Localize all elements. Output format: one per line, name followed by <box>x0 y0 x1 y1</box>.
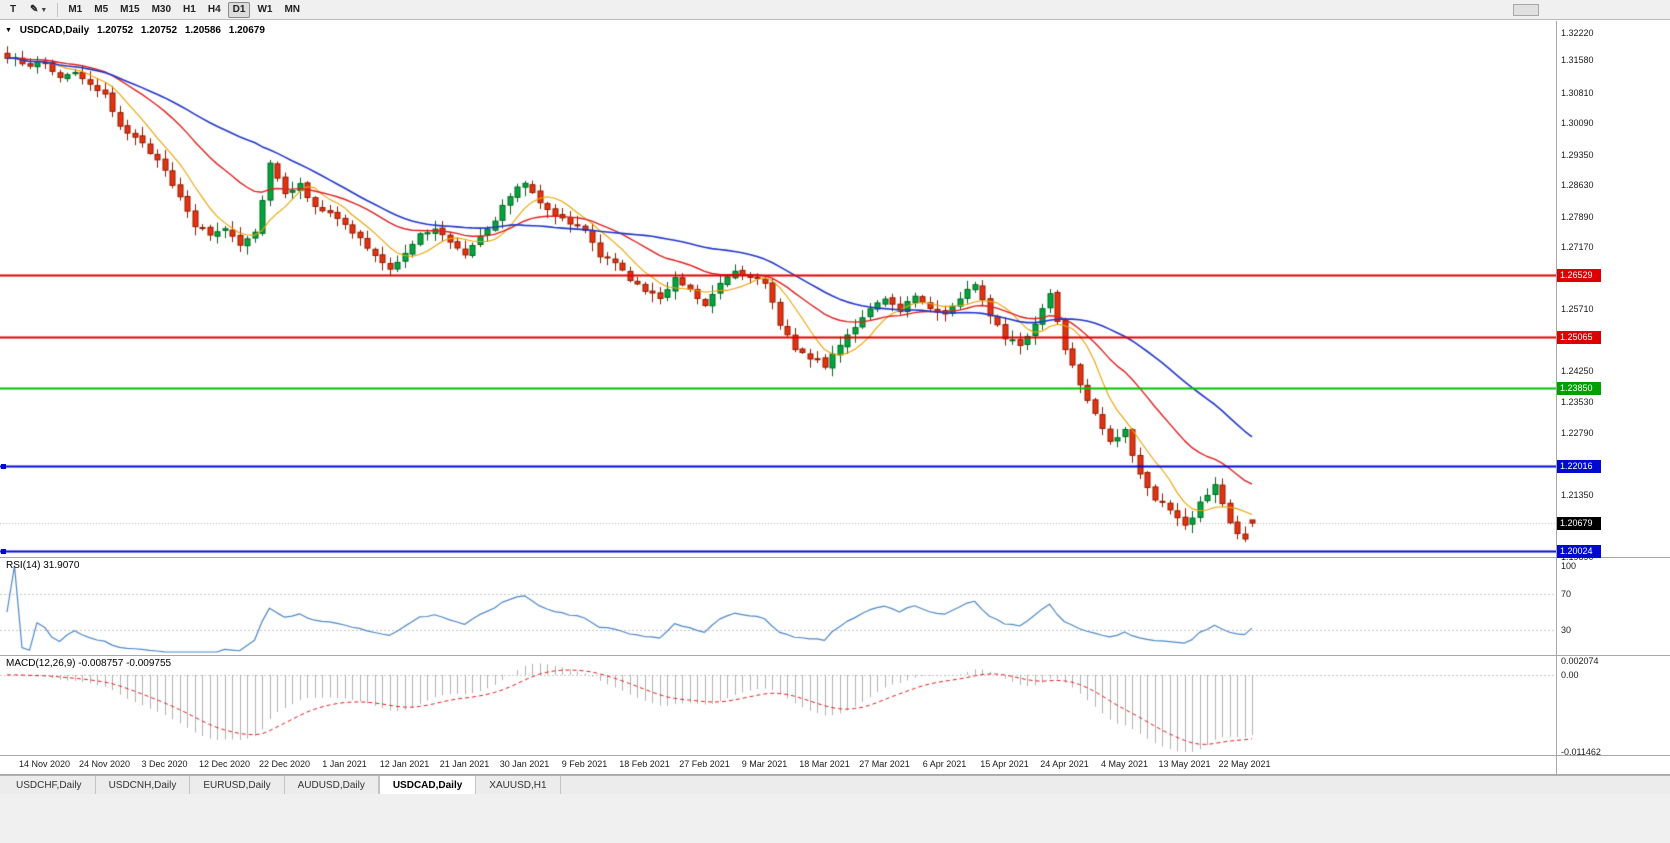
ohlc-low: 1.20586 <box>184 25 221 36</box>
chart-collapse-icon[interactable]: ▼ <box>5 27 12 34</box>
ohlc-close: 1.20679 <box>228 25 265 36</box>
date-axis-label: 18 Mar 2021 <box>799 759 850 769</box>
macd-label: MACD(12,26,9) -0.008757 -0.009755 <box>6 658 172 669</box>
chart-tabbar: USDCHF,Daily USDCNH,Daily EURUSD,Daily AUDU… <box>0 775 1670 794</box>
tab-usdchf-daily[interactable]: USDCHF,Daily <box>3 776 96 794</box>
price-badge-blue: 1.22016 <box>1557 460 1601 474</box>
rsi-label: RSI(14) 31.9070 <box>6 560 80 571</box>
toolbar: T ✎ ▼ M1 M5 M15 M30 H1 H4 D1 W1 MN <box>0 0 1670 20</box>
macd-axis-label: 0.00 <box>1561 669 1579 680</box>
price-axis-label: 1.21350 <box>1561 489 1594 500</box>
price-axis-label: 1.30810 <box>1561 87 1594 98</box>
date-axis-label: 15 Apr 2021 <box>980 759 1029 769</box>
bottom-filler <box>0 794 1670 843</box>
price-badge-red: 1.26529 <box>1557 268 1601 282</box>
date-axis-label: 3 Dec 2020 <box>141 759 188 769</box>
macd-dateaxis-separator <box>0 755 1670 756</box>
chart-ohlc-header: ▼ USDCAD,Daily 1.20752 1.20752 1.20586 1… <box>5 25 270 36</box>
timeframe-button-m1[interactable]: M1 <box>63 1 88 18</box>
tab-audusd-daily[interactable]: AUDUSD,Daily <box>284 776 379 794</box>
date-axis-label: 30 Jan 2021 <box>499 759 550 769</box>
tab-usdcad-daily[interactable]: USDCAD,Daily <box>378 776 477 794</box>
price-axis-label: 1.23530 <box>1561 396 1594 407</box>
price-axis-label: 1.28630 <box>1561 180 1594 191</box>
price-badge-blue: 1.20024 <box>1557 544 1601 558</box>
price-badge-red: 1.25065 <box>1557 330 1601 344</box>
timeframe-button-m5[interactable]: M5 <box>89 1 114 18</box>
date-axis-label: 1 Jan 2021 <box>322 759 367 769</box>
date-axis-label: 24 Apr 2021 <box>1040 759 1089 769</box>
pencil-icon: ✎ <box>30 3 39 15</box>
date-axis-label: 6 Apr 2021 <box>922 759 967 769</box>
timeframe-button-d1[interactable]: D1 <box>227 1 251 18</box>
price-axis-label: 1.29350 <box>1561 149 1594 160</box>
price-axis-label: 1.32220 <box>1561 27 1594 38</box>
price-badge-green: 1.23850 <box>1557 382 1601 396</box>
timeframe-button-mn[interactable]: MN <box>279 1 305 18</box>
toolbar-right-box[interactable] <box>1513 3 1539 16</box>
ohlc-high: 1.20752 <box>140 25 178 36</box>
date-axis-label: 4 May 2021 <box>1100 759 1149 769</box>
date-axis-label: 24 Nov 2020 <box>78 759 131 769</box>
date-axis-label: 18 Feb 2021 <box>619 759 670 769</box>
toolbar-separator <box>57 2 59 17</box>
timeframe-button-h4[interactable]: H4 <box>202 1 226 18</box>
date-axis-label: 22 Dec 2020 <box>258 759 311 769</box>
ohlc-open: 1.20752 <box>96 25 134 36</box>
draw-tool-button[interactable]: ✎ ▼ <box>25 1 53 18</box>
timeframe-group: M1 M5 M15 M30 H1 H4 D1 W1 MN <box>63 1 305 18</box>
chart-symbol-label: USDCAD,Daily <box>19 25 90 36</box>
date-axis-label: 21 Jan 2021 <box>439 759 490 769</box>
rsi-axis-label: 100 <box>1561 561 1577 571</box>
price-rsi-separator[interactable] <box>0 557 1670 558</box>
date-axis-label: 9 Mar 2021 <box>741 759 788 769</box>
rsi-axis-label: 30 <box>1561 625 1572 636</box>
price-axis-label: 1.30090 <box>1561 118 1594 129</box>
timeframe-button-m15[interactable]: M15 <box>115 1 145 18</box>
dateaxis-bottom-separator <box>0 774 1670 775</box>
timeframe-button-m30[interactable]: M30 <box>146 1 177 18</box>
price-scale-separator[interactable] <box>1556 21 1557 774</box>
hline-handle[interactable] <box>1 548 6 554</box>
date-axis-label: 27 Mar 2021 <box>859 759 910 769</box>
rsi-axis-label: 70 <box>1561 588 1572 599</box>
date-axis-label: 14 Nov 2020 <box>18 759 71 769</box>
date-axis-label: 9 Feb 2021 <box>561 759 608 769</box>
macd-axis-label: -0.011462 <box>1561 747 1601 757</box>
price-axis-label: 1.27170 <box>1561 242 1594 253</box>
price-axis-label: 1.22790 <box>1561 428 1594 439</box>
date-axis-label: 12 Dec 2020 <box>198 759 251 769</box>
price-axis-label: 1.27890 <box>1561 211 1594 222</box>
date-axis-label: 12 Jan 2021 <box>379 759 430 769</box>
t-button[interactable]: T <box>3 1 23 18</box>
macd-canvas[interactable] <box>0 656 1556 754</box>
hline-handle[interactable] <box>1 464 6 470</box>
rsi-canvas[interactable] <box>0 558 1556 654</box>
macd-axis-label: 0.002074 <box>1561 656 1599 666</box>
date-axis-label: 13 May 2021 <box>1158 759 1211 769</box>
price-axis-label: 1.24250 <box>1561 366 1594 377</box>
rsi-macd-separator[interactable] <box>0 655 1670 656</box>
price-axis-label: 1.25710 <box>1561 304 1594 315</box>
chevron-down-icon: ▼ <box>40 6 48 14</box>
tab-xauusd-h1[interactable]: XAUUSD,H1 <box>476 776 561 794</box>
tab-eurusd-daily[interactable]: EURUSD,Daily <box>190 776 285 794</box>
timeframe-button-w1[interactable]: W1 <box>252 1 278 18</box>
date-axis-label: 27 Feb 2021 <box>679 759 730 769</box>
tab-usdcnh-daily[interactable]: USDCNH,Daily <box>95 776 191 794</box>
timeframe-button-h1[interactable]: H1 <box>178 1 201 18</box>
price-axis-label: 1.31580 <box>1561 55 1594 66</box>
price-chart-canvas[interactable] <box>0 21 1556 557</box>
date-axis-label: 22 May 2021 <box>1218 759 1271 769</box>
price-badge-black: 1.20679 <box>1557 517 1601 531</box>
